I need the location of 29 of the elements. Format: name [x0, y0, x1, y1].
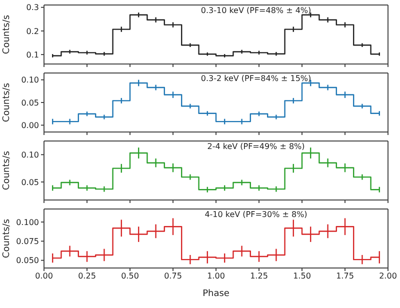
y-axis-title: Counts/s	[2, 150, 12, 190]
y-tick-label: 0.050	[16, 256, 39, 266]
y-tick-label: 0.05	[21, 178, 39, 187]
x-tick-label: 1.75	[336, 272, 354, 281]
y-axis-title: Counts/s	[2, 14, 12, 54]
x-tick-label: 0.50	[121, 272, 139, 281]
chart-title: 4-10 keV (PF=30% ± 8%)	[204, 210, 308, 219]
y-tick-label: 0.100	[16, 218, 39, 227]
x-tick-label: 1.00	[207, 272, 225, 281]
y-axis-title: Counts/s	[2, 82, 12, 122]
y-tick-label: 0.05	[21, 98, 39, 108]
y-axis-title: Counts/s	[2, 218, 12, 258]
y-tick-label: 0.10	[21, 150, 39, 160]
x-tick-label: 1.25	[250, 272, 268, 281]
x-axis-title: Phase	[202, 289, 230, 299]
y-tick-label: 0.1	[26, 50, 39, 60]
x-tick-label: 0.25	[78, 272, 96, 281]
y-tick-label: 0.10	[21, 76, 39, 85]
chart-title: 0.3-2 keV (PF=84% ± 15%)	[200, 74, 312, 83]
x-tick-label: 0.00	[35, 272, 53, 281]
chart-title: 0.3-10 keV (PF=48% ± 4%)	[200, 6, 312, 15]
chart-title: 2-4 keV (PF=49% ± 8%)	[206, 142, 306, 151]
y-tick-label: 0.3	[26, 3, 39, 12]
x-tick-label: 1.50	[293, 272, 311, 281]
x-tick-label: 2.00	[379, 272, 397, 281]
x-tick-label: 0.75	[164, 272, 182, 281]
y-tick-label: 0.2	[26, 26, 39, 36]
y-tick-label: 0.00	[21, 121, 39, 130]
y-tick-label: 0.075	[16, 237, 39, 246]
